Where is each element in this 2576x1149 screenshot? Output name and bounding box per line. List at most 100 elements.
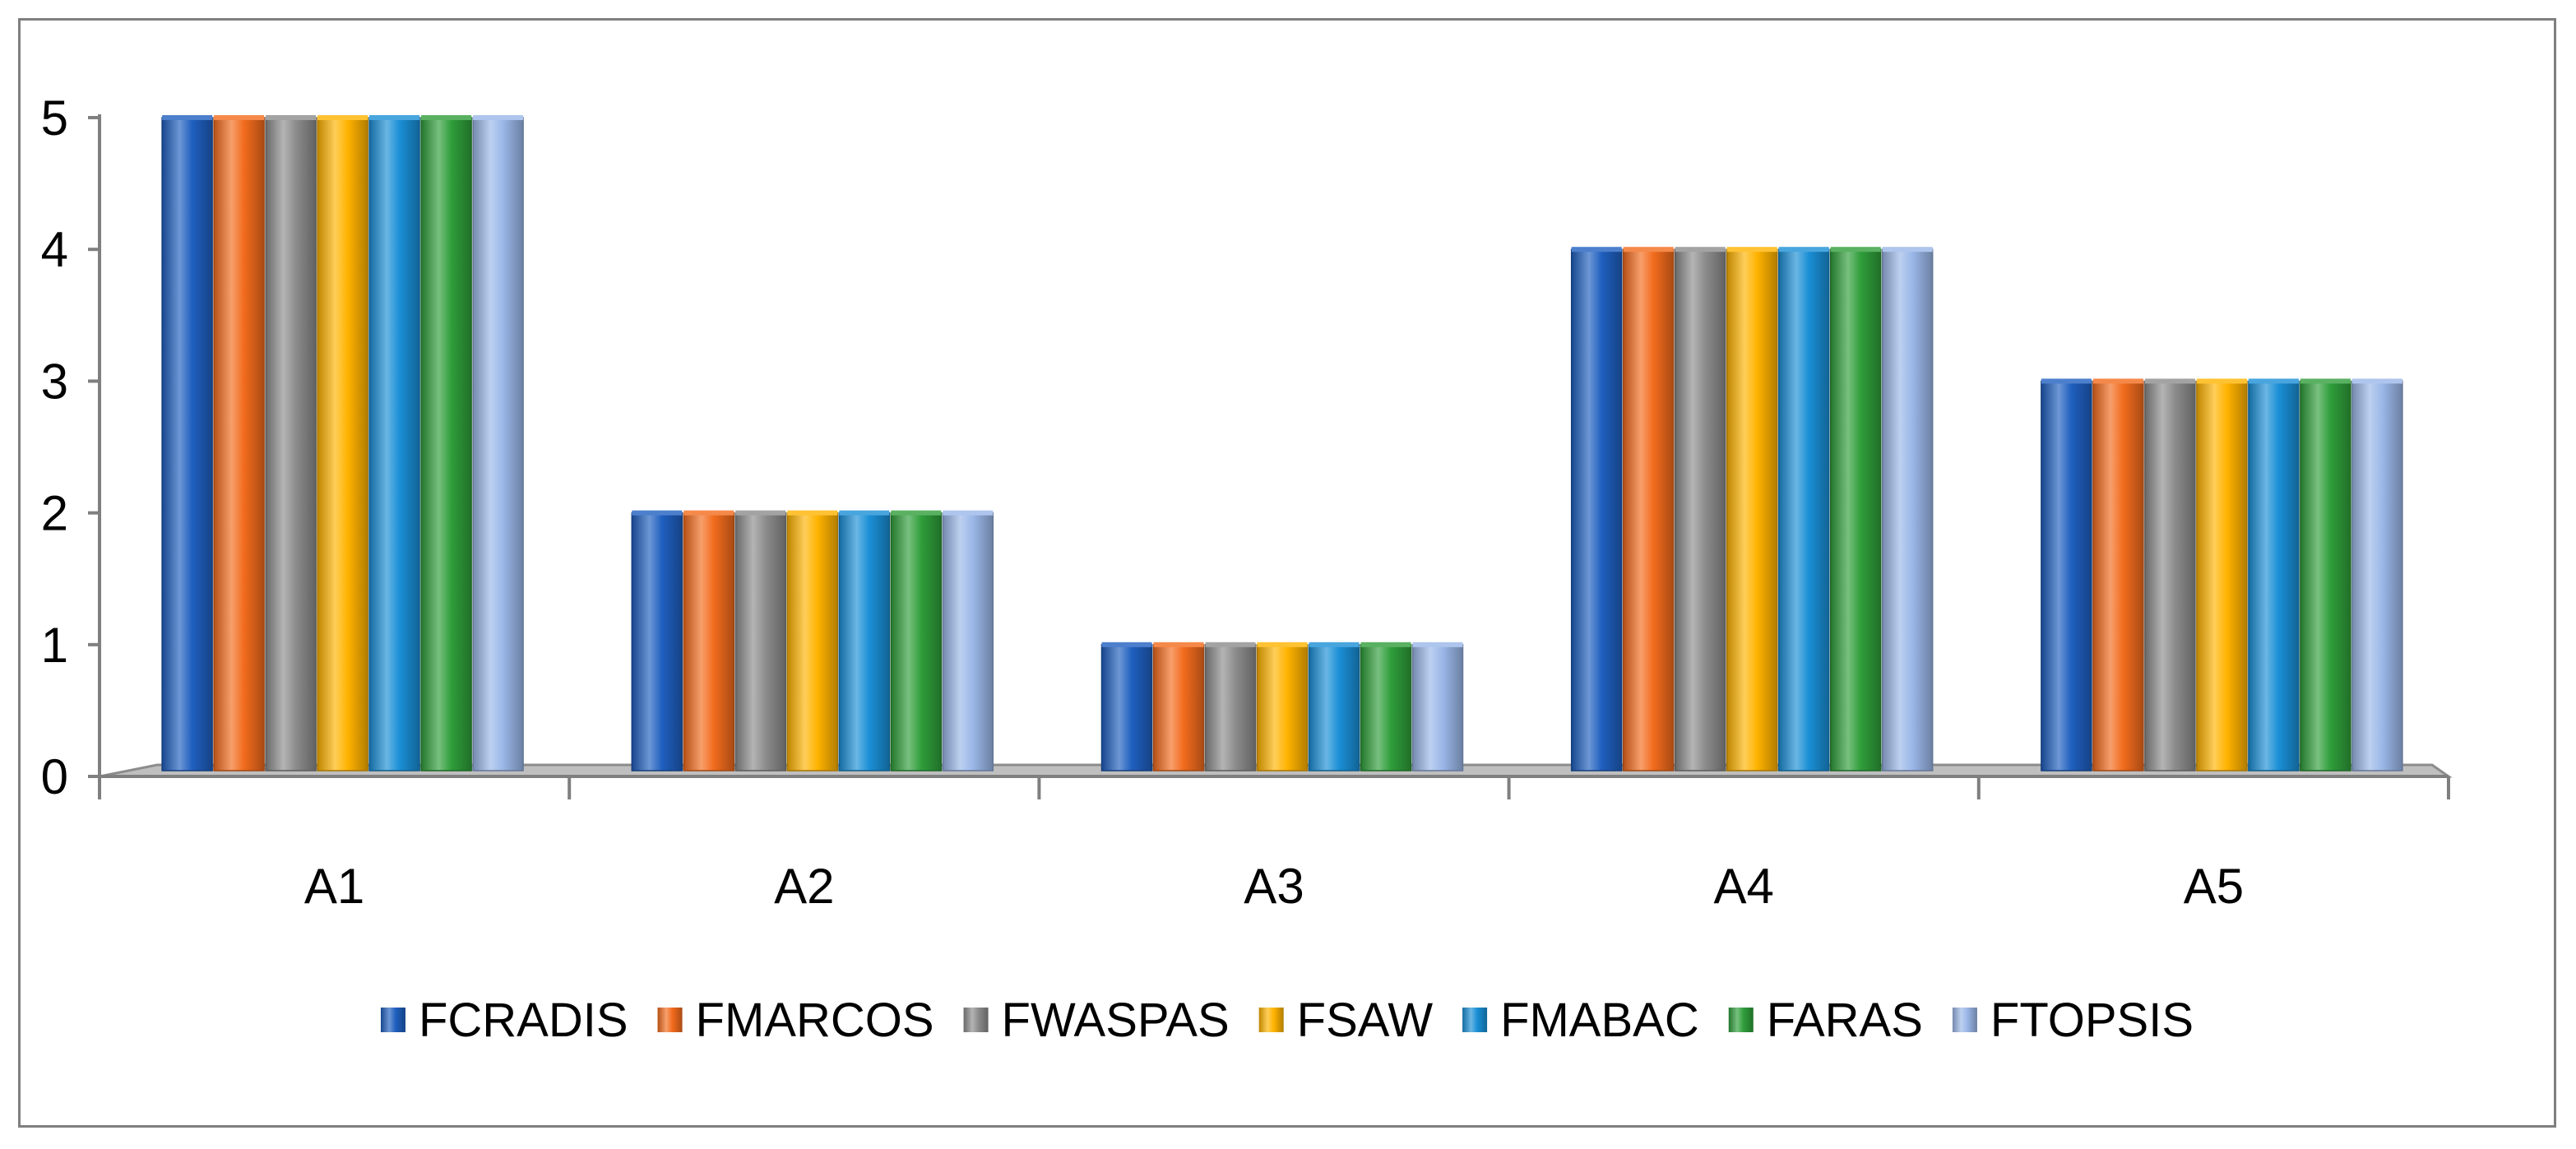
bar-fmabac-a1 (368, 117, 420, 771)
bar-faras-a5 (2300, 380, 2351, 771)
legend-item-fmarcos: FMARCOS (657, 994, 934, 1047)
legend-item-fmabac: FMABAC (1462, 994, 1699, 1047)
legend-item-ftopsis: FTOPSIS (1952, 994, 2194, 1047)
bar-top-cap (1101, 642, 1152, 647)
bar-faras-a4 (1829, 248, 1882, 771)
bar-top-cap (2248, 378, 2299, 384)
bar-fcradis-a5 (2041, 380, 2092, 771)
bar-top-cap (266, 115, 317, 120)
bar-top-cap (1360, 642, 1411, 647)
bar-top-cap (1623, 247, 1674, 253)
bar-fsaw-a5 (2196, 380, 2248, 771)
bar-top-cap (683, 510, 734, 516)
x-category-label: A1 (304, 859, 364, 914)
bar-fcradis-a4 (1570, 248, 1623, 771)
bar-fsaw-a3 (1256, 644, 1309, 771)
bar-fcradis-a2 (631, 512, 683, 771)
legend-label: FARAS (1767, 994, 1923, 1047)
bar-ftopsis-a5 (2351, 380, 2403, 771)
bar-top-cap (1309, 642, 1360, 647)
bar-top-cap (214, 115, 265, 120)
bar-fcradis-a1 (161, 117, 213, 771)
y-tick-label: 4 (41, 222, 68, 277)
bar-fmarcos-a4 (1622, 248, 1675, 771)
bar-top-cap (1412, 642, 1463, 647)
legend: FCRADIS FMARCOS FWASPAS FSAW FMABAC FARAS FTOP… (380, 994, 2194, 1047)
bar-top-cap (1153, 642, 1204, 647)
y-tick-label: 2 (41, 486, 68, 541)
x-category-label: A3 (1244, 859, 1304, 914)
bar-fwaspas-a5 (2144, 380, 2196, 771)
bar-top-cap (1257, 642, 1308, 647)
bar-fmarcos-a5 (2092, 380, 2144, 771)
y-tick-label: 3 (41, 354, 68, 409)
bar-fwaspas-a2 (734, 512, 787, 771)
legend-item-fwaspas: FWASPAS (963, 994, 1230, 1047)
bar-top-cap (1571, 247, 1622, 253)
legend-item-faras: FARAS (1728, 994, 1923, 1047)
bar-top-cap (1205, 642, 1256, 647)
x-category-label: A2 (774, 859, 834, 914)
legend-swatch (1462, 1008, 1488, 1032)
legend-swatch (657, 1008, 683, 1032)
bar-fmabac-a3 (1308, 644, 1360, 771)
bar-fwaspas-a4 (1674, 248, 1726, 771)
bar-top-cap (632, 510, 683, 516)
legend-swatch (380, 1008, 405, 1032)
bar-fmarcos-a3 (1152, 644, 1205, 771)
bar-faras-a2 (890, 512, 943, 771)
bar-top-cap (943, 510, 994, 516)
y-axis-ticks: 0 1 2 3 4 5 (41, 90, 100, 804)
bar-fsaw-a2 (786, 512, 839, 771)
bar-top-cap (162, 115, 213, 120)
bar-top-cap (421, 115, 472, 120)
legend-swatch (963, 1008, 989, 1032)
legend-item-fcradis: FCRADIS (380, 994, 628, 1047)
bar-top-cap (1778, 247, 1829, 253)
bar-top-cap (1675, 247, 1726, 253)
legend-label: FCRADIS (419, 994, 628, 1047)
bar-top-cap (1726, 247, 1777, 253)
bar-faras-a1 (420, 117, 472, 771)
bar-fmabac-a5 (2248, 380, 2300, 771)
legend-label: FMARCOS (696, 994, 934, 1047)
bar-fwaspas-a1 (265, 117, 317, 771)
bar-top-cap (787, 510, 838, 516)
bar-fcradis-a3 (1100, 644, 1153, 771)
bar-fmabac-a4 (1777, 248, 1830, 771)
chart-axes (98, 114, 2450, 799)
legend-swatch (1952, 1008, 1977, 1032)
bar-fsaw-a1 (317, 117, 368, 771)
legend-swatch (1728, 1008, 1754, 1032)
bar-fmabac-a2 (838, 512, 891, 771)
bar-top-cap (2041, 378, 2092, 384)
bar-fwaspas-a3 (1204, 644, 1257, 771)
bar-fmarcos-a2 (683, 512, 735, 771)
bar-top-cap (735, 510, 786, 516)
bar-top-cap (2351, 378, 2402, 384)
bar-ftopsis-a4 (1881, 248, 1934, 771)
bar-top-cap (1830, 247, 1881, 253)
bar-top-cap (2196, 378, 2247, 384)
y-tick-label: 0 (41, 749, 68, 804)
bar-faras-a3 (1360, 644, 1412, 771)
legend-label: FSAW (1297, 994, 1434, 1047)
legend-label: FTOPSIS (1990, 994, 2194, 1047)
bar-fsaw-a4 (1726, 248, 1778, 771)
bar-group (161, 115, 2403, 771)
bar-top-cap (2092, 378, 2143, 384)
y-tick-label: 1 (41, 618, 68, 673)
bar-top-cap (2144, 378, 2195, 384)
legend-item-fsaw: FSAW (1258, 994, 1434, 1047)
x-axis-categories: A1 A2 A3 A4 A5 (304, 859, 2244, 914)
bar-ftopsis-a3 (1411, 644, 1464, 771)
bar-top-cap (473, 115, 524, 120)
legend-label: FWASPAS (1002, 994, 1230, 1047)
bar-top-cap (2300, 378, 2351, 384)
bar-ftopsis-a2 (942, 512, 994, 771)
x-category-label: A4 (1714, 859, 1774, 914)
bar-top-cap (317, 115, 368, 120)
legend-label: FMABAC (1500, 994, 1699, 1047)
